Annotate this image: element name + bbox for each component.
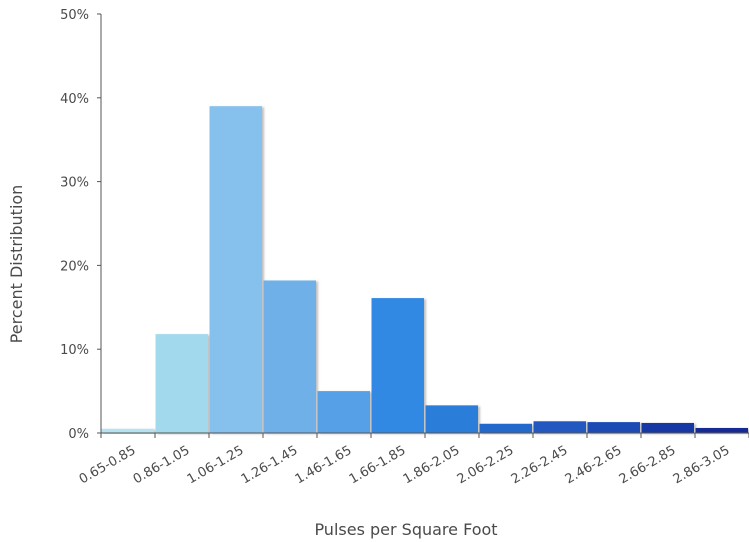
x-tick-label: 0.86-1.05 (131, 443, 193, 487)
x-tick-label: 1.06-1.25 (185, 443, 247, 487)
y-tick-label: 40% (60, 92, 89, 107)
y-tick-label: 30% (60, 176, 89, 191)
y-axis-title: Percent Distribution (7, 185, 26, 344)
x-tick-label: 2.66-2.85 (617, 443, 679, 487)
bar-0.65-0.85 (101, 428, 154, 433)
x-tick-label: 2.86-3.05 (671, 443, 733, 487)
bar-2.86-3.05 (695, 427, 748, 433)
y-tick-label: 0% (68, 427, 89, 442)
x-tick-label: 1.66-1.85 (347, 443, 409, 487)
bar-1.26-1.45 (263, 280, 316, 433)
y-tick-label: 20% (60, 259, 89, 274)
x-axis-title: Pulses per Square Foot (314, 520, 497, 539)
bar-1.86-2.05 (425, 405, 478, 433)
bar-0.86-1.05 (155, 334, 208, 433)
bar-1.06-1.25 (209, 106, 262, 434)
x-tick-label: 2.26-2.45 (509, 443, 571, 487)
bars (101, 106, 748, 434)
x-tick-label: 2.46-2.65 (563, 443, 625, 487)
x-axis-ticks: 0.65-0.850.86-1.051.06-1.251.26-1.451.46… (77, 433, 749, 487)
y-tick-label: 50% (60, 8, 89, 23)
bar-1.66-1.85 (371, 298, 424, 433)
x-tick-label: 0.65-0.85 (77, 443, 139, 487)
x-tick-label: 2.06-2.25 (455, 443, 517, 487)
y-tick-label: 10% (60, 343, 89, 358)
bar-2.26-2.45 (533, 421, 586, 433)
bar-2.66-2.85 (641, 422, 694, 433)
bar-2.06-2.25 (479, 423, 532, 433)
y-axis-ticks: 0% 10% 20% 30% 40% 50% (60, 8, 101, 442)
x-tick-label: 1.46-1.65 (293, 443, 355, 487)
bar-1.46-1.65 (317, 391, 370, 433)
bar-2.46-2.65 (587, 422, 640, 433)
x-tick-label: 1.26-1.45 (239, 443, 301, 487)
x-tick-label: 1.86-2.05 (401, 443, 463, 487)
